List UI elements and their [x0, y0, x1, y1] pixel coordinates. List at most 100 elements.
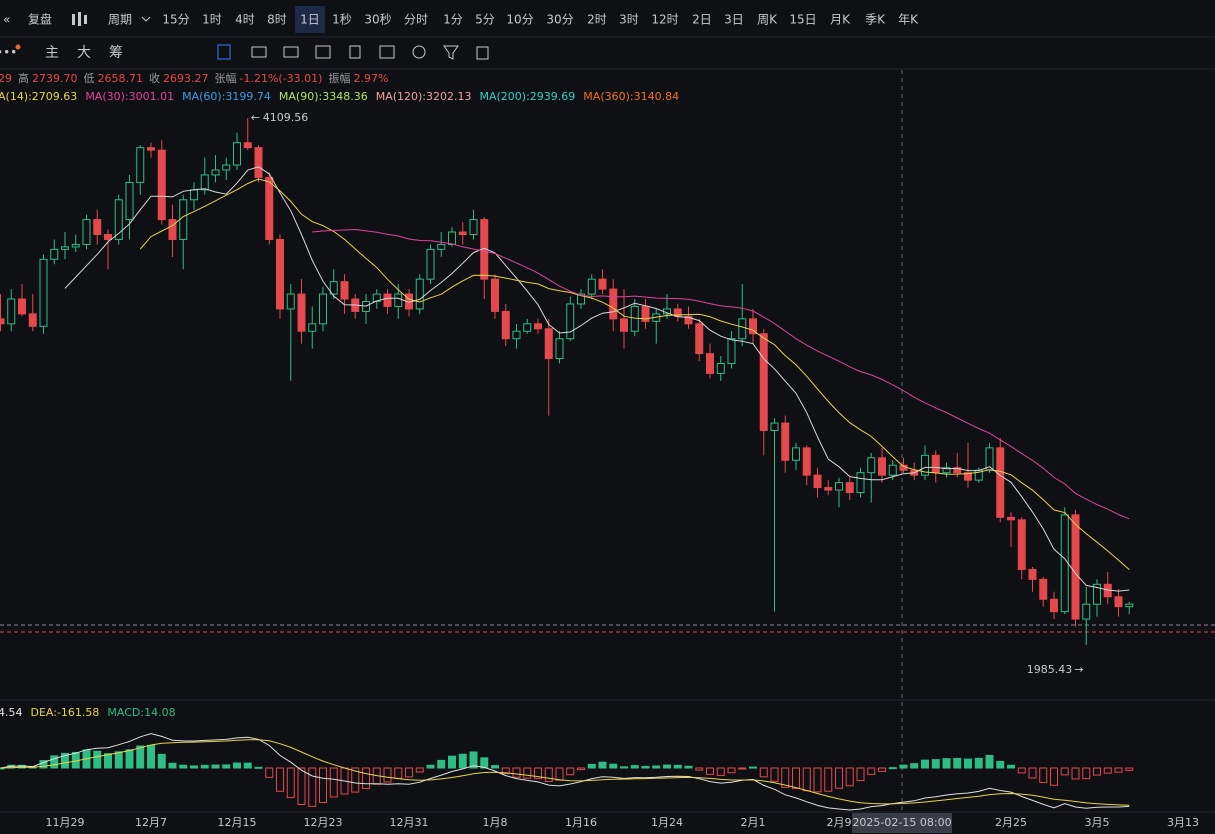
crosshair-label: 2025-02-15 08:00 [852, 816, 951, 829]
candle-body [544, 328, 553, 360]
macd-bar [1093, 767, 1101, 776]
candle-body [813, 474, 822, 489]
candle-body [888, 464, 897, 476]
macd-bar [856, 767, 865, 782]
x-tick-label: 1月16 [565, 816, 597, 829]
macd-bar [1125, 767, 1134, 771]
macd-bar [630, 765, 639, 769]
candle-body [706, 353, 714, 374]
replay-button[interactable]: 复盘 [28, 12, 52, 27]
macd-bar [491, 765, 499, 769]
candle-body [190, 189, 198, 201]
candle-body [1125, 603, 1134, 608]
candle-body [942, 467, 951, 474]
info-label: 振幅 [328, 71, 350, 85]
macd-bar [534, 767, 542, 780]
macd-bar [480, 757, 489, 769]
dif-line [0, 733, 1130, 811]
interval-button[interactable]: 2日 [692, 13, 712, 27]
ma-line [139, 178, 1130, 570]
candle-body [738, 318, 747, 340]
interval-button[interactable]: 1分 [443, 13, 463, 27]
interval-button[interactable]: 30分 [546, 13, 573, 27]
indicator-button[interactable]: 筹 [109, 44, 123, 61]
macd-bar [566, 767, 575, 776]
interval-button[interactable]: 5分 [475, 13, 495, 27]
tool-icon[interactable] [412, 45, 426, 59]
active-interval-bg [295, 6, 325, 33]
macd-bar [910, 763, 919, 769]
macd-bar [770, 767, 779, 782]
tool-icon[interactable] [476, 46, 489, 60]
x-tick-label: 3月5 [1085, 816, 1110, 829]
interval-button[interactable]: 年K [898, 13, 919, 27]
macd-bar [942, 758, 951, 769]
candle-body [921, 454, 929, 476]
macd-bar [985, 754, 994, 769]
interval-button[interactable]: 3时 [619, 13, 639, 27]
tool-icon[interactable] [217, 44, 231, 60]
candle-body [1060, 514, 1069, 613]
candle-body [931, 454, 940, 474]
interval-button[interactable]: 1秒 [332, 13, 352, 27]
candle-body [319, 293, 327, 325]
macd-bar [684, 765, 693, 769]
interval-button[interactable]: 周K [757, 13, 778, 27]
period-icon [78, 12, 81, 26]
macd-bar [362, 767, 370, 790]
candle-body [1039, 578, 1048, 600]
macd-bar [716, 767, 725, 776]
interval-button[interactable]: 1时 [202, 13, 222, 27]
x-tick-label: 11月29 [46, 816, 85, 829]
interval-button[interactable]: 8时 [267, 13, 287, 27]
tool-icon[interactable] [379, 45, 395, 59]
interval-button[interactable]: 4时 [235, 13, 255, 27]
interval-button[interactable]: 季K [865, 13, 886, 27]
interval-button[interactable]: 1日 [300, 13, 320, 27]
macd-legend-item: MACD:14.08 [107, 706, 175, 719]
interval-button[interactable]: 12时 [651, 13, 678, 27]
candle-body [297, 293, 306, 332]
macd-bar [125, 749, 134, 769]
candle-body [372, 293, 381, 302]
candle-body [824, 487, 833, 491]
tool-icon[interactable] [315, 45, 331, 59]
macd-bar [996, 760, 1005, 769]
macd-bar [1114, 767, 1123, 773]
period-icon [72, 14, 75, 25]
tool-icon[interactable] [443, 45, 459, 60]
interval-button[interactable]: 10分 [506, 13, 533, 27]
candle-body [964, 472, 972, 481]
macd-bar [136, 745, 145, 769]
macd-bar [845, 767, 854, 787]
interval-button[interactable]: 15分 [162, 13, 189, 27]
candle-body [781, 422, 790, 461]
interval-button[interactable]: 15日 [789, 13, 816, 27]
tool-icon[interactable] [251, 46, 267, 58]
tool-icon[interactable] [349, 45, 361, 59]
macd-bar [104, 753, 112, 769]
indicator-button[interactable]: 大 [77, 45, 91, 61]
interval-button[interactable]: 3日 [724, 13, 744, 27]
interval-button[interactable]: 30秒 [364, 13, 391, 27]
macd-bar [501, 767, 510, 774]
ma-legend-item: MA(60):3199.74 [182, 90, 271, 103]
interval-button[interactable]: 分时 [404, 13, 428, 27]
macd-bar [308, 767, 317, 807]
tool-icon[interactable] [283, 46, 299, 58]
interval-button[interactable]: 2时 [587, 13, 607, 27]
macd-bar [673, 764, 682, 769]
indicator-button[interactable]: 主 [45, 45, 59, 61]
interval-button[interactable]: 月K [830, 13, 851, 27]
candle-body [491, 278, 499, 312]
candle-body [157, 149, 166, 221]
candle-body [286, 293, 295, 310]
replay-icon[interactable]: « [3, 13, 10, 27]
x-tick-label: 1月8 [483, 816, 508, 829]
more-button[interactable]: ••• [0, 46, 17, 60]
candle-body [598, 278, 607, 290]
candle-body [104, 233, 112, 240]
period-button[interactable]: 周期 [108, 13, 132, 27]
